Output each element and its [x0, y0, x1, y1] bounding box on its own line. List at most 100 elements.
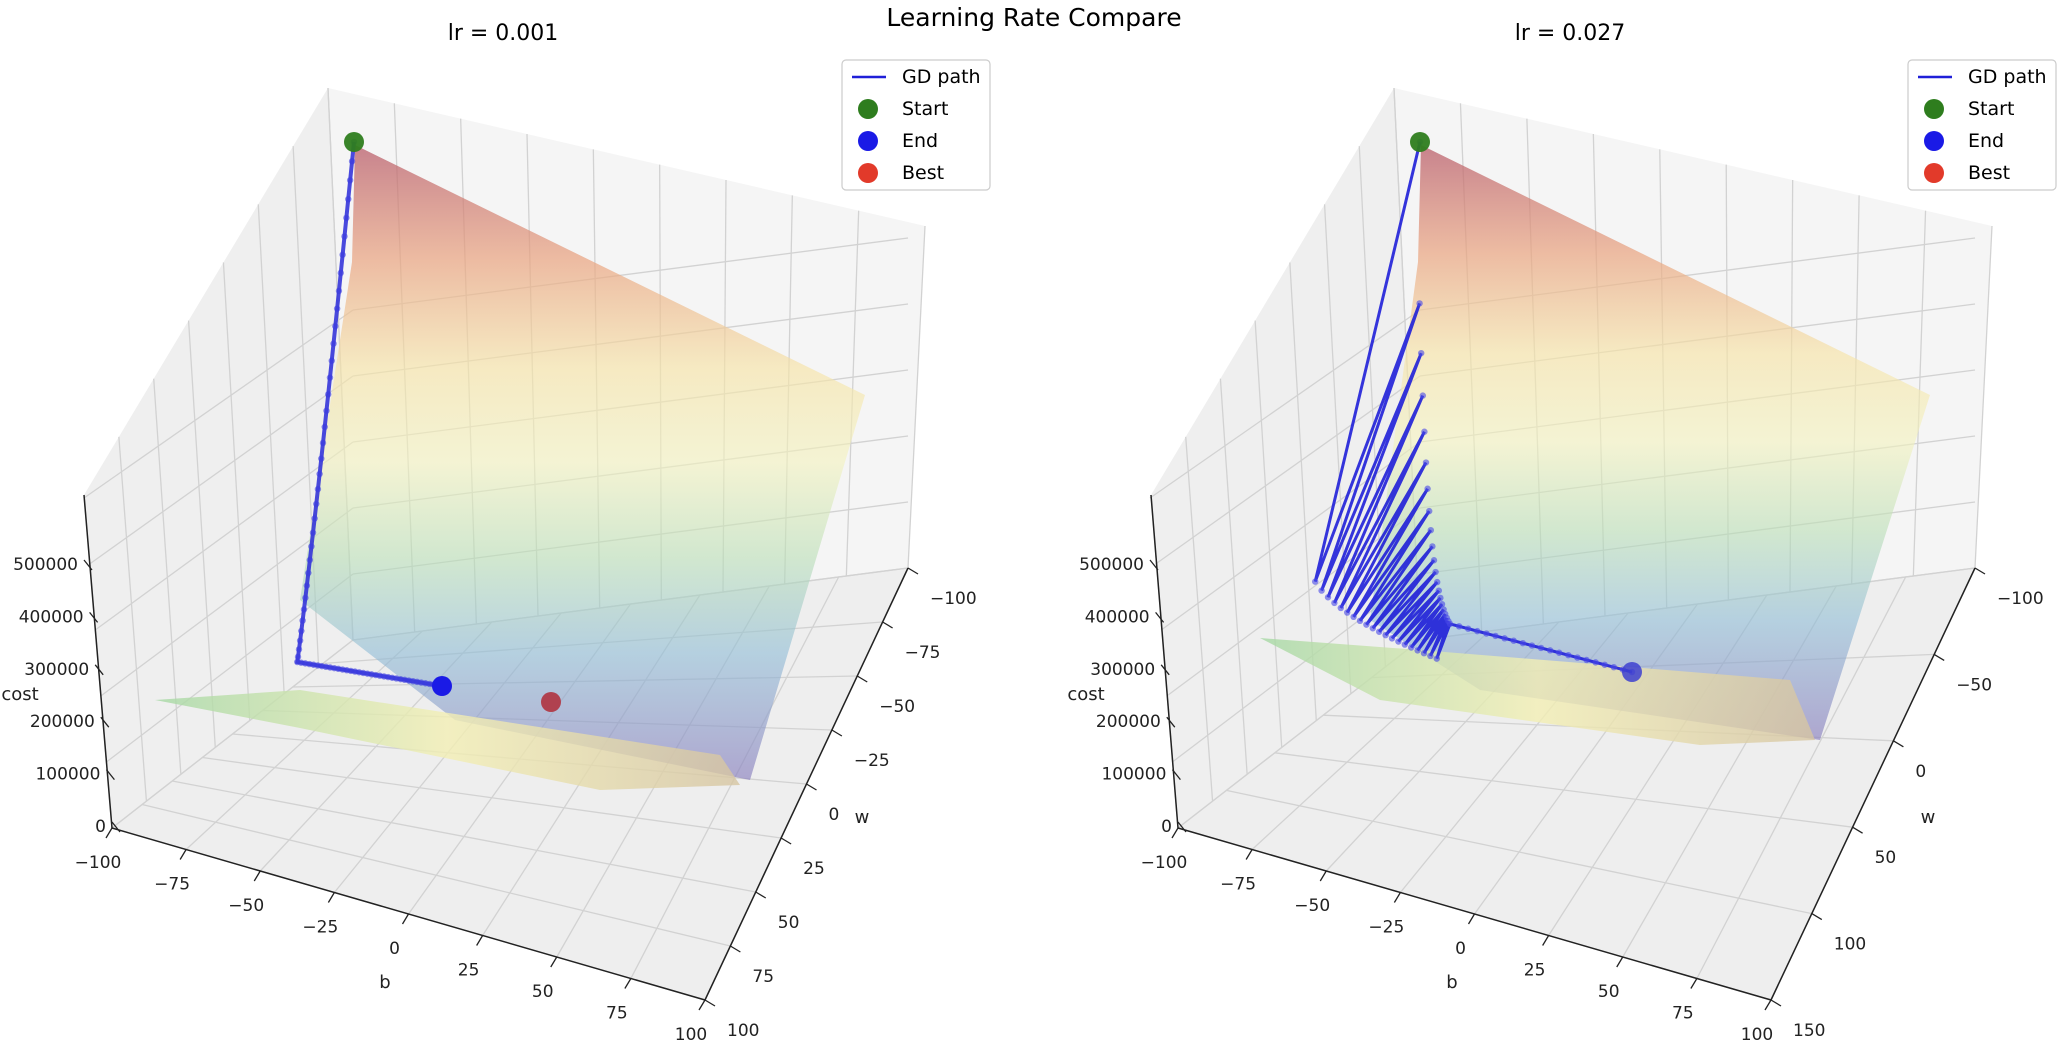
legend-marker-swatch	[1924, 163, 1944, 183]
gd-path-point	[1519, 639, 1527, 647]
gd-path-point	[341, 233, 348, 240]
cost-tick-label: 200000	[1096, 712, 1161, 732]
b-tick-mark	[624, 978, 632, 989]
gd-path-point	[325, 391, 332, 398]
b-tick-mark	[179, 849, 187, 860]
legend-label: Best	[902, 162, 944, 184]
cost-tick-mark	[105, 769, 115, 781]
gd-path-point	[348, 158, 356, 165]
grid-line	[89, 375, 354, 565]
cost-tick-mark	[1160, 664, 1170, 676]
subplot-lr-0.027: lr = 0.027 −100 −75 −50 −25 0 25 50 75 100 −100 −5…	[1067, 21, 2043, 1045]
b-tick-mark	[1245, 849, 1253, 860]
w-tick-mark	[882, 621, 893, 629]
gd-path-point	[1424, 485, 1431, 492]
subplot-title: lr = 0.001	[448, 21, 559, 46]
b-tick-mark	[327, 892, 335, 903]
end-marker	[432, 676, 452, 696]
legend-label: End	[902, 130, 938, 152]
gd-path-point	[1430, 557, 1438, 564]
gd-path-point	[1408, 644, 1415, 651]
gd-path-point	[1416, 300, 1423, 307]
gd-path-point	[1324, 594, 1332, 601]
gd-path-point	[1556, 649, 1563, 656]
gd-path-point	[330, 340, 337, 347]
cost-tick-label: 0	[95, 817, 106, 837]
b-tick-mark	[476, 935, 484, 946]
axis-line	[1150, 494, 1179, 829]
subplot-title: lr = 0.027	[1515, 21, 1626, 46]
b-tick-mark	[1542, 935, 1550, 946]
gd-path-point	[1601, 661, 1608, 668]
gd-path-point	[1546, 647, 1554, 654]
cost-tick-mark	[111, 821, 121, 833]
axis-line	[1770, 567, 1976, 1001]
w-tick-label: 75	[752, 967, 774, 987]
gd-path-point	[314, 485, 322, 493]
gd-path-point	[333, 305, 341, 312]
gd-path-point	[1376, 628, 1383, 635]
w-tick-label: 50	[1875, 848, 1897, 868]
legend-marker-swatch	[1924, 131, 1944, 151]
grid-line	[1155, 375, 1421, 565]
subplot-lr-0.001: lr = 0.001 −100 −75 −50 −25 0 25 50 75 100 −100 −7…	[1, 21, 976, 1045]
grid-line	[111, 639, 354, 829]
w-tick-label: −100	[1997, 589, 2044, 609]
grid-line	[202, 756, 782, 839]
gd-path-point	[308, 543, 315, 550]
gd-path	[294, 138, 446, 690]
w-tick-label: −50	[879, 697, 915, 717]
gd-path-point	[1583, 656, 1590, 664]
w-tick-mark	[1852, 826, 1863, 834]
gd-path-point	[1474, 627, 1481, 635]
w-tick-mark	[1811, 913, 1823, 921]
w-tick-mark	[780, 837, 792, 845]
gd-path-point	[1432, 568, 1439, 576]
gd-path-point	[306, 556, 314, 564]
gd-path-point	[313, 500, 320, 508]
gd-path-point	[1574, 654, 1581, 661]
grid-line	[257, 204, 285, 694]
gd-path-point	[1565, 651, 1572, 659]
legend-marker-swatch	[1924, 99, 1944, 119]
grid-line	[83, 309, 354, 499]
cost-tick-label: 300000	[1090, 660, 1155, 680]
gd-path-point	[1438, 600, 1446, 608]
b-axis-label: b	[379, 972, 390, 993]
legend-marker-swatch	[858, 99, 878, 119]
b-tick-label: −50	[1294, 896, 1330, 916]
cost-surface	[1370, 145, 1930, 740]
gd-path-point	[1420, 650, 1428, 657]
w-tick-label: 0	[1915, 762, 1926, 782]
gd-path-point	[303, 582, 311, 589]
gd-path-point	[1592, 659, 1599, 666]
end-marker	[1622, 662, 1642, 682]
gd-path-point	[316, 470, 323, 478]
w-tick-label: 25	[803, 859, 825, 879]
gd-path-point	[1501, 635, 1508, 642]
gd-path-point	[1455, 623, 1463, 630]
w-tick-mark	[907, 567, 919, 575]
gd-path-point	[326, 374, 334, 381]
gd-path-point	[1318, 587, 1325, 594]
gd-path-point	[1414, 647, 1421, 654]
gd-path-point	[1435, 587, 1443, 594]
w-tick-mark	[856, 675, 868, 683]
gd-path-point	[332, 323, 339, 330]
cost-tick-mark	[1177, 821, 1187, 833]
back-pane-left	[1151, 88, 1420, 828]
b-tick-label: 100	[675, 1025, 707, 1045]
gd-path-point	[296, 637, 304, 644]
gd-path	[1312, 138, 1636, 676]
w-tick-label: −25	[854, 751, 890, 771]
gd-path-point	[1427, 652, 1434, 660]
w-tick-mark	[806, 783, 817, 791]
gd-path-point	[1369, 625, 1377, 632]
b-tick-label: −25	[1368, 918, 1404, 938]
gd-path-point	[1610, 663, 1618, 671]
gd-path-point	[1465, 625, 1472, 632]
gd-path-point	[1446, 620, 1454, 628]
b-tick-label: −75	[1220, 875, 1256, 895]
grid-line	[187, 320, 216, 748]
